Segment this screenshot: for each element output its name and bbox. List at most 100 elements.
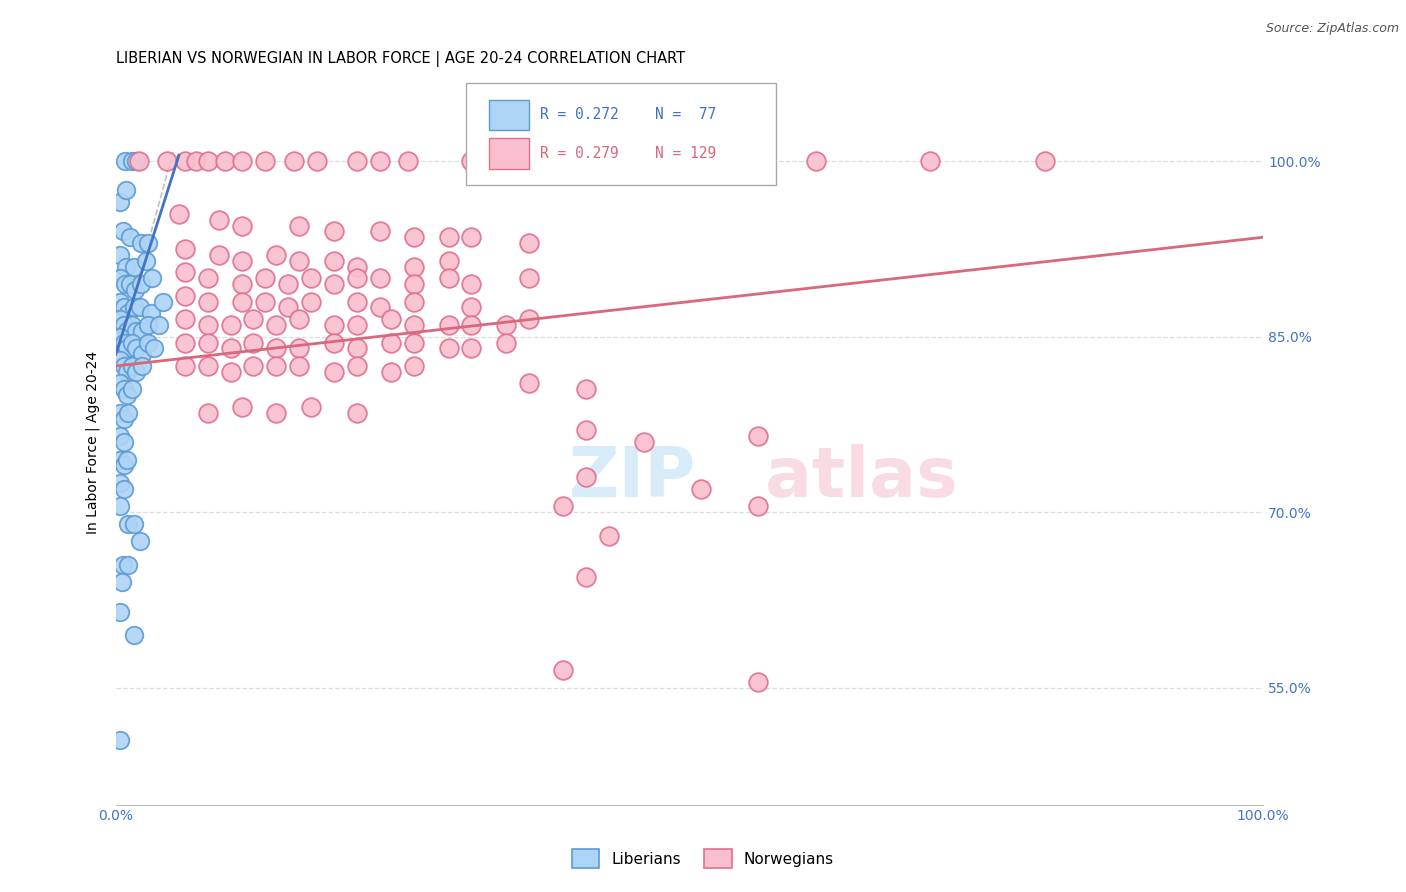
Point	[288, 342, 311, 356]
Point	[517, 376, 540, 391]
Point	[322, 224, 344, 238]
Point	[197, 271, 219, 285]
Point	[115, 184, 138, 198]
Point	[495, 335, 517, 350]
Point	[110, 452, 132, 467]
Point	[125, 324, 148, 338]
Point	[117, 452, 139, 467]
Point	[112, 318, 135, 332]
Point	[920, 154, 942, 169]
Point	[346, 359, 368, 373]
Point	[404, 318, 426, 332]
Point	[117, 516, 139, 531]
Point	[173, 335, 195, 350]
Point	[110, 429, 132, 443]
Point	[242, 335, 264, 350]
Point	[114, 277, 136, 291]
Point	[197, 335, 219, 350]
Point	[110, 312, 132, 326]
Point	[112, 434, 135, 449]
Point	[110, 294, 132, 309]
Point	[299, 294, 322, 309]
Point	[575, 470, 598, 484]
Point	[112, 335, 135, 350]
Point	[125, 365, 148, 379]
Point	[136, 318, 159, 332]
Point	[266, 248, 288, 262]
Point	[173, 289, 195, 303]
Point	[117, 324, 139, 338]
Point	[517, 236, 540, 251]
Point	[404, 230, 426, 244]
Point	[114, 154, 136, 169]
Point	[460, 154, 482, 169]
Point	[253, 294, 276, 309]
Point	[117, 365, 139, 379]
Point	[553, 663, 575, 677]
Point	[208, 212, 231, 227]
Point	[460, 301, 482, 315]
Point	[110, 500, 132, 514]
Point	[553, 500, 575, 514]
Point	[122, 628, 145, 642]
Point	[288, 359, 311, 373]
Point	[110, 376, 132, 391]
Point	[404, 335, 426, 350]
Point	[197, 318, 219, 332]
Legend: Liberians, Norwegians: Liberians, Norwegians	[564, 841, 842, 875]
Point	[346, 154, 368, 169]
Point	[110, 195, 132, 210]
Point	[110, 406, 132, 420]
Point	[368, 301, 391, 315]
Point	[214, 154, 236, 169]
Point	[322, 318, 344, 332]
Point	[575, 569, 598, 583]
Y-axis label: In Labor Force | Age 20-24: In Labor Force | Age 20-24	[86, 351, 100, 533]
Point	[131, 347, 153, 361]
FancyBboxPatch shape	[465, 83, 776, 185]
Point	[380, 335, 402, 350]
Point	[167, 207, 190, 221]
Point	[305, 154, 328, 169]
FancyBboxPatch shape	[489, 138, 529, 169]
Point	[747, 429, 769, 443]
Point	[437, 230, 460, 244]
Point	[346, 342, 368, 356]
Point	[404, 359, 426, 373]
Point	[111, 558, 134, 572]
Point	[125, 154, 148, 169]
Point	[322, 365, 344, 379]
Point	[121, 335, 143, 350]
Point	[283, 154, 305, 169]
Point	[118, 277, 141, 291]
Point	[231, 400, 253, 414]
Point	[112, 458, 135, 473]
Point	[288, 219, 311, 233]
Point	[1033, 154, 1056, 169]
Point	[110, 575, 132, 590]
Point	[404, 294, 426, 309]
Point	[110, 353, 132, 368]
Point	[288, 253, 311, 268]
Point	[489, 154, 512, 169]
Point	[121, 154, 143, 169]
Point	[135, 253, 157, 268]
Point	[131, 324, 153, 338]
Point	[231, 253, 253, 268]
Point	[112, 411, 135, 425]
Text: N =  77: N = 77	[655, 107, 716, 122]
Point	[690, 482, 713, 496]
Point	[110, 733, 132, 747]
Point	[110, 605, 132, 619]
Point	[197, 154, 219, 169]
Point	[804, 154, 827, 169]
Point	[219, 342, 242, 356]
Point	[598, 528, 620, 542]
Point	[128, 301, 150, 315]
Point	[460, 342, 482, 356]
Point	[437, 271, 460, 285]
Point	[242, 359, 264, 373]
Point	[231, 219, 253, 233]
Point	[231, 294, 253, 309]
Point	[118, 230, 141, 244]
